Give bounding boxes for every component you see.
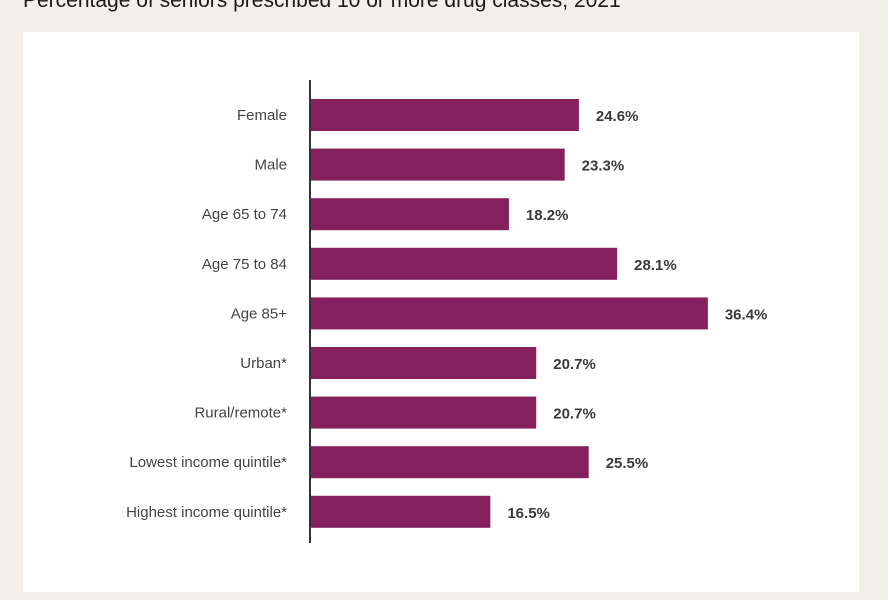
category-label-7: Lowest income quintile*	[129, 454, 287, 471]
bar-8	[310, 495, 491, 528]
value-label-2: 18.2%	[526, 207, 569, 224]
category-label-5: Urban*	[240, 355, 287, 372]
value-label-8: 16.5%	[507, 505, 550, 522]
category-label-6: Rural/remote*	[194, 405, 287, 422]
category-label-0: Female	[237, 107, 287, 124]
category-label-8: Highest income quintile*	[126, 504, 287, 521]
category-label-2: Age 65 to 74	[202, 206, 287, 223]
labels-layer: Female 24.6% Male 23.3% Age 65 to 74 18.2% Age…	[126, 107, 767, 522]
value-label-5: 20.7%	[553, 356, 596, 373]
bar-6	[310, 396, 537, 429]
bar-0	[310, 99, 579, 131]
value-label-1: 23.3%	[582, 158, 625, 175]
value-label-4: 36.4%	[725, 306, 768, 323]
category-label-1: Male	[254, 157, 287, 174]
category-label-4: Age 85+	[231, 305, 288, 322]
bars-layer	[310, 99, 708, 528]
value-label-6: 20.7%	[553, 406, 596, 423]
chart-card: Female 24.6% Male 23.3% Age 65 to 74 18.2% Age…	[23, 32, 859, 592]
bar-4	[310, 297, 708, 330]
value-label-7: 25.5%	[606, 455, 649, 472]
bar-2	[310, 198, 509, 231]
bar-7	[310, 446, 589, 479]
value-label-3: 28.1%	[634, 257, 677, 274]
category-label-3: Age 75 to 84	[202, 256, 287, 273]
bar-5	[310, 347, 537, 379]
bar-chart: Female 24.6% Male 23.3% Age 65 to 74 18.2% Age…	[126, 80, 767, 543]
value-label-0: 24.6%	[596, 108, 639, 125]
bar-3	[310, 247, 618, 280]
chart-title: Percentage of seniors prescribed 10 or m…	[23, 0, 621, 12]
bar-1	[310, 148, 565, 181]
